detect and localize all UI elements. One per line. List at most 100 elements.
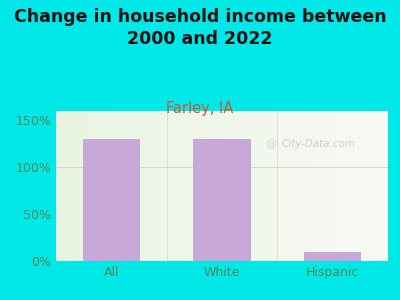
- Bar: [323, 111, 325, 261]
- Bar: [300, 111, 302, 261]
- Bar: [118, 111, 119, 261]
- Bar: [184, 111, 186, 261]
- Bar: [94, 111, 96, 261]
- Bar: [189, 111, 190, 261]
- Bar: [318, 111, 320, 261]
- Bar: [326, 111, 328, 261]
- Bar: [312, 111, 313, 261]
- Bar: [146, 111, 147, 261]
- Bar: [330, 111, 332, 261]
- Bar: [99, 111, 101, 261]
- Bar: [202, 111, 204, 261]
- Bar: [131, 111, 132, 261]
- Bar: [179, 111, 180, 261]
- Bar: [124, 111, 126, 261]
- Bar: [235, 111, 237, 261]
- Bar: [81, 111, 82, 261]
- Bar: [302, 111, 303, 261]
- Bar: [84, 111, 86, 261]
- Bar: [227, 111, 229, 261]
- Bar: [106, 111, 108, 261]
- Bar: [71, 111, 73, 261]
- Bar: [288, 111, 290, 261]
- Bar: [362, 111, 363, 261]
- Bar: [383, 111, 385, 261]
- Bar: [210, 111, 212, 261]
- Bar: [159, 111, 160, 261]
- Bar: [304, 252, 362, 261]
- Bar: [229, 111, 230, 261]
- Bar: [342, 111, 343, 261]
- Bar: [277, 111, 278, 261]
- Bar: [142, 111, 144, 261]
- Bar: [136, 111, 137, 261]
- Bar: [335, 111, 336, 261]
- Bar: [267, 111, 268, 261]
- Bar: [352, 111, 353, 261]
- Bar: [200, 111, 202, 261]
- Bar: [186, 111, 187, 261]
- Bar: [122, 111, 124, 261]
- Bar: [114, 111, 116, 261]
- Bar: [68, 111, 69, 261]
- Bar: [307, 111, 308, 261]
- Bar: [167, 111, 169, 261]
- Bar: [333, 111, 335, 261]
- Bar: [375, 111, 376, 261]
- Bar: [230, 111, 232, 261]
- Bar: [332, 111, 333, 261]
- Bar: [290, 111, 292, 261]
- Bar: [368, 111, 370, 261]
- Bar: [317, 111, 318, 261]
- Bar: [248, 111, 250, 261]
- Bar: [345, 111, 346, 261]
- Bar: [340, 111, 342, 261]
- Bar: [282, 111, 284, 261]
- Bar: [98, 111, 99, 261]
- Bar: [308, 111, 310, 261]
- Bar: [225, 111, 227, 261]
- Bar: [73, 111, 74, 261]
- Bar: [109, 111, 111, 261]
- Text: Farley, IA: Farley, IA: [166, 100, 234, 116]
- Bar: [170, 111, 172, 261]
- Bar: [177, 111, 179, 261]
- Bar: [303, 111, 305, 261]
- Bar: [360, 111, 362, 261]
- Bar: [86, 111, 88, 261]
- Bar: [147, 111, 149, 261]
- Text: City-Data.com: City-Data.com: [282, 139, 356, 149]
- Bar: [160, 111, 162, 261]
- Bar: [293, 111, 295, 261]
- Bar: [381, 111, 383, 261]
- Bar: [268, 111, 270, 261]
- Bar: [284, 111, 285, 261]
- Bar: [66, 111, 68, 261]
- Bar: [315, 111, 317, 261]
- Bar: [88, 111, 89, 261]
- Bar: [207, 111, 209, 261]
- Bar: [69, 111, 71, 261]
- Bar: [350, 111, 352, 261]
- Bar: [232, 111, 234, 261]
- Bar: [152, 111, 154, 261]
- Bar: [64, 111, 66, 261]
- Bar: [264, 111, 265, 261]
- Bar: [292, 111, 293, 261]
- Bar: [371, 111, 373, 261]
- Bar: [272, 111, 274, 261]
- Bar: [320, 111, 322, 261]
- Bar: [247, 111, 248, 261]
- Bar: [275, 111, 277, 261]
- Bar: [386, 111, 388, 261]
- Bar: [343, 111, 345, 261]
- Bar: [245, 111, 247, 261]
- Bar: [190, 111, 192, 261]
- Bar: [82, 139, 140, 261]
- Bar: [121, 111, 122, 261]
- Bar: [149, 111, 151, 261]
- Bar: [193, 139, 251, 261]
- Bar: [297, 111, 298, 261]
- Bar: [255, 111, 257, 261]
- Bar: [157, 111, 159, 261]
